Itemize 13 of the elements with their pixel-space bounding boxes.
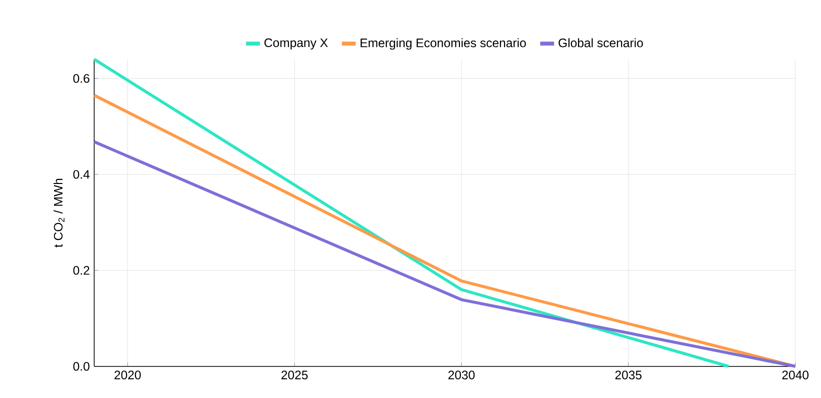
y-tick-label: 0.4	[73, 170, 90, 179]
x-tick-label: 2040	[782, 370, 809, 380]
legend-label: Emerging Economies scenario	[360, 38, 526, 50]
x-tick-label: 2035	[615, 370, 642, 380]
x-tick-label: 2020	[114, 370, 141, 380]
legend-label: Global scenario	[558, 38, 643, 48]
y-axis-title: t CO$_{2}$ / MWh	[54, 178, 64, 248]
x-tick-label: 2025	[281, 370, 308, 380]
legend-label: Company X	[264, 38, 328, 50]
y-tick-label: 0.2	[73, 266, 90, 275]
y-tick-label: 0.0	[73, 362, 90, 371]
y-tick-label: 0.6	[73, 74, 90, 83]
x-tick-label: 2030	[448, 370, 475, 380]
